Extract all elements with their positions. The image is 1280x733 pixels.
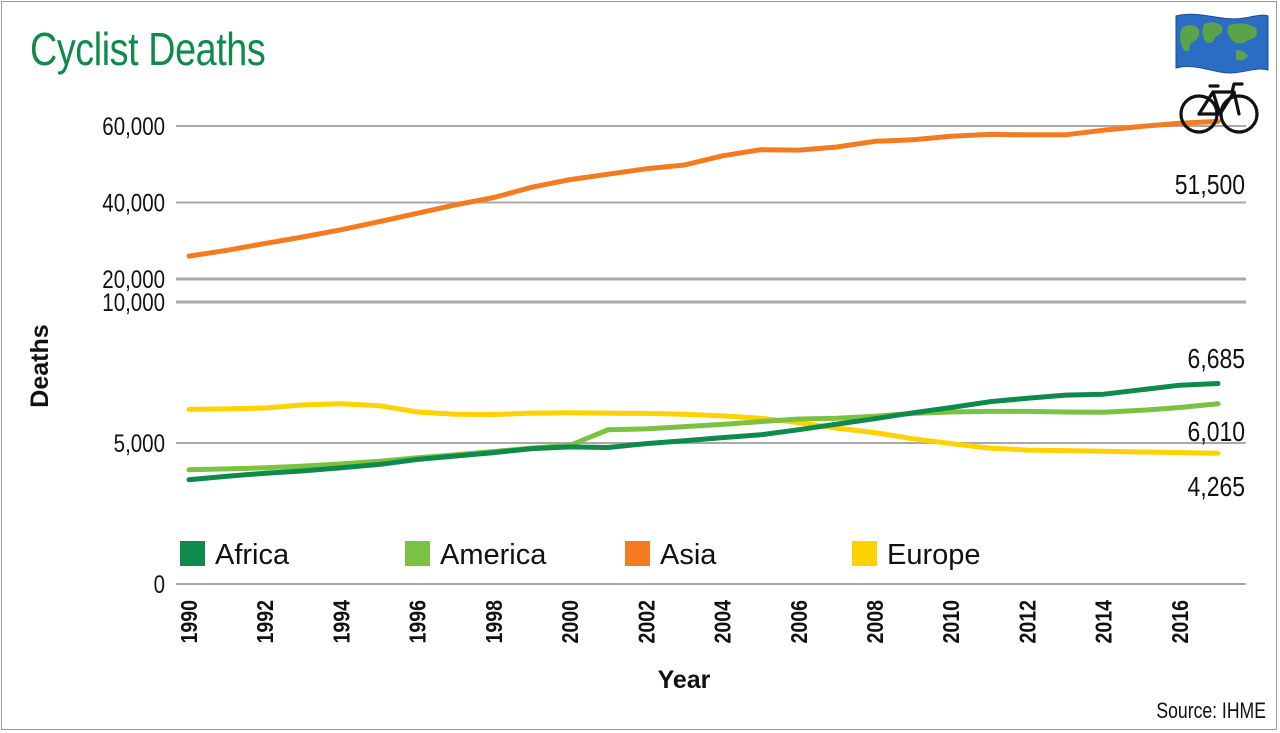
legend-label-america: America bbox=[440, 539, 547, 571]
y-axis-label: Deaths bbox=[26, 324, 54, 407]
y-tick-label: 60,000 bbox=[102, 112, 165, 140]
x-tick-label: 2012 bbox=[1015, 600, 1041, 643]
x-axis-label: Year bbox=[658, 666, 711, 694]
x-tick-label: 2002 bbox=[634, 600, 660, 643]
x-tick-label: 2006 bbox=[786, 600, 812, 644]
y-tick-label: 0 bbox=[154, 570, 165, 598]
series-line-america bbox=[186, 401, 1221, 473]
x-tick-label: 2014 bbox=[1091, 600, 1117, 644]
y-tick-label: 10,000 bbox=[102, 288, 165, 316]
source-note: Source: IHME bbox=[1156, 698, 1266, 723]
x-tick-label: 2008 bbox=[863, 600, 889, 644]
legend-label-europe: Europe bbox=[887, 539, 981, 571]
series-line-asia bbox=[186, 118, 1221, 259]
series-lines bbox=[186, 118, 1221, 483]
series-line-africa bbox=[186, 381, 1221, 483]
x-tick-label: 1992 bbox=[253, 600, 279, 643]
x-tick-label: 2016 bbox=[1167, 600, 1193, 644]
legend-label-asia: Asia bbox=[660, 539, 717, 571]
x-tick-label: 1998 bbox=[481, 600, 507, 644]
legend-label-africa: Africa bbox=[215, 539, 290, 571]
end-label-america: 6,010 bbox=[1188, 417, 1245, 448]
x-tick-label: 1994 bbox=[329, 600, 355, 644]
legend: Africa America Asia Europe bbox=[180, 539, 981, 571]
y-tick-label: 40,000 bbox=[102, 189, 165, 217]
x-axis-ticks: 1990 1992 1994 1996 1998 2000 2002 2004 2006 2008… bbox=[177, 600, 1194, 644]
chart-title: Cyclist Deaths bbox=[30, 23, 266, 75]
x-tick-label: 1996 bbox=[405, 600, 431, 644]
bicycle-icon bbox=[1179, 82, 1259, 134]
gridlines bbox=[176, 125, 1246, 585]
end-labels: 6,685 6,010 51,500 4,265 bbox=[1175, 170, 1245, 503]
x-tick-label: 1990 bbox=[177, 600, 203, 643]
legend-swatch-asia bbox=[625, 541, 650, 566]
x-tick-label: 2000 bbox=[558, 600, 584, 643]
legend-swatch-africa bbox=[180, 541, 205, 566]
world-map-flag-icon bbox=[1175, 13, 1269, 74]
y-tick-label: 5,000 bbox=[114, 429, 165, 457]
x-tick-label: 2004 bbox=[710, 600, 736, 644]
y-tick-label: 20,000 bbox=[102, 265, 165, 293]
series-line-europe bbox=[186, 401, 1221, 456]
end-label-europe: 4,265 bbox=[1188, 472, 1245, 503]
x-tick-label: 2010 bbox=[939, 600, 965, 643]
end-label-asia: 51,500 bbox=[1175, 170, 1245, 201]
legend-swatch-europe bbox=[852, 541, 877, 566]
end-label-africa: 6,685 bbox=[1188, 344, 1245, 375]
legend-swatch-america bbox=[405, 541, 430, 566]
